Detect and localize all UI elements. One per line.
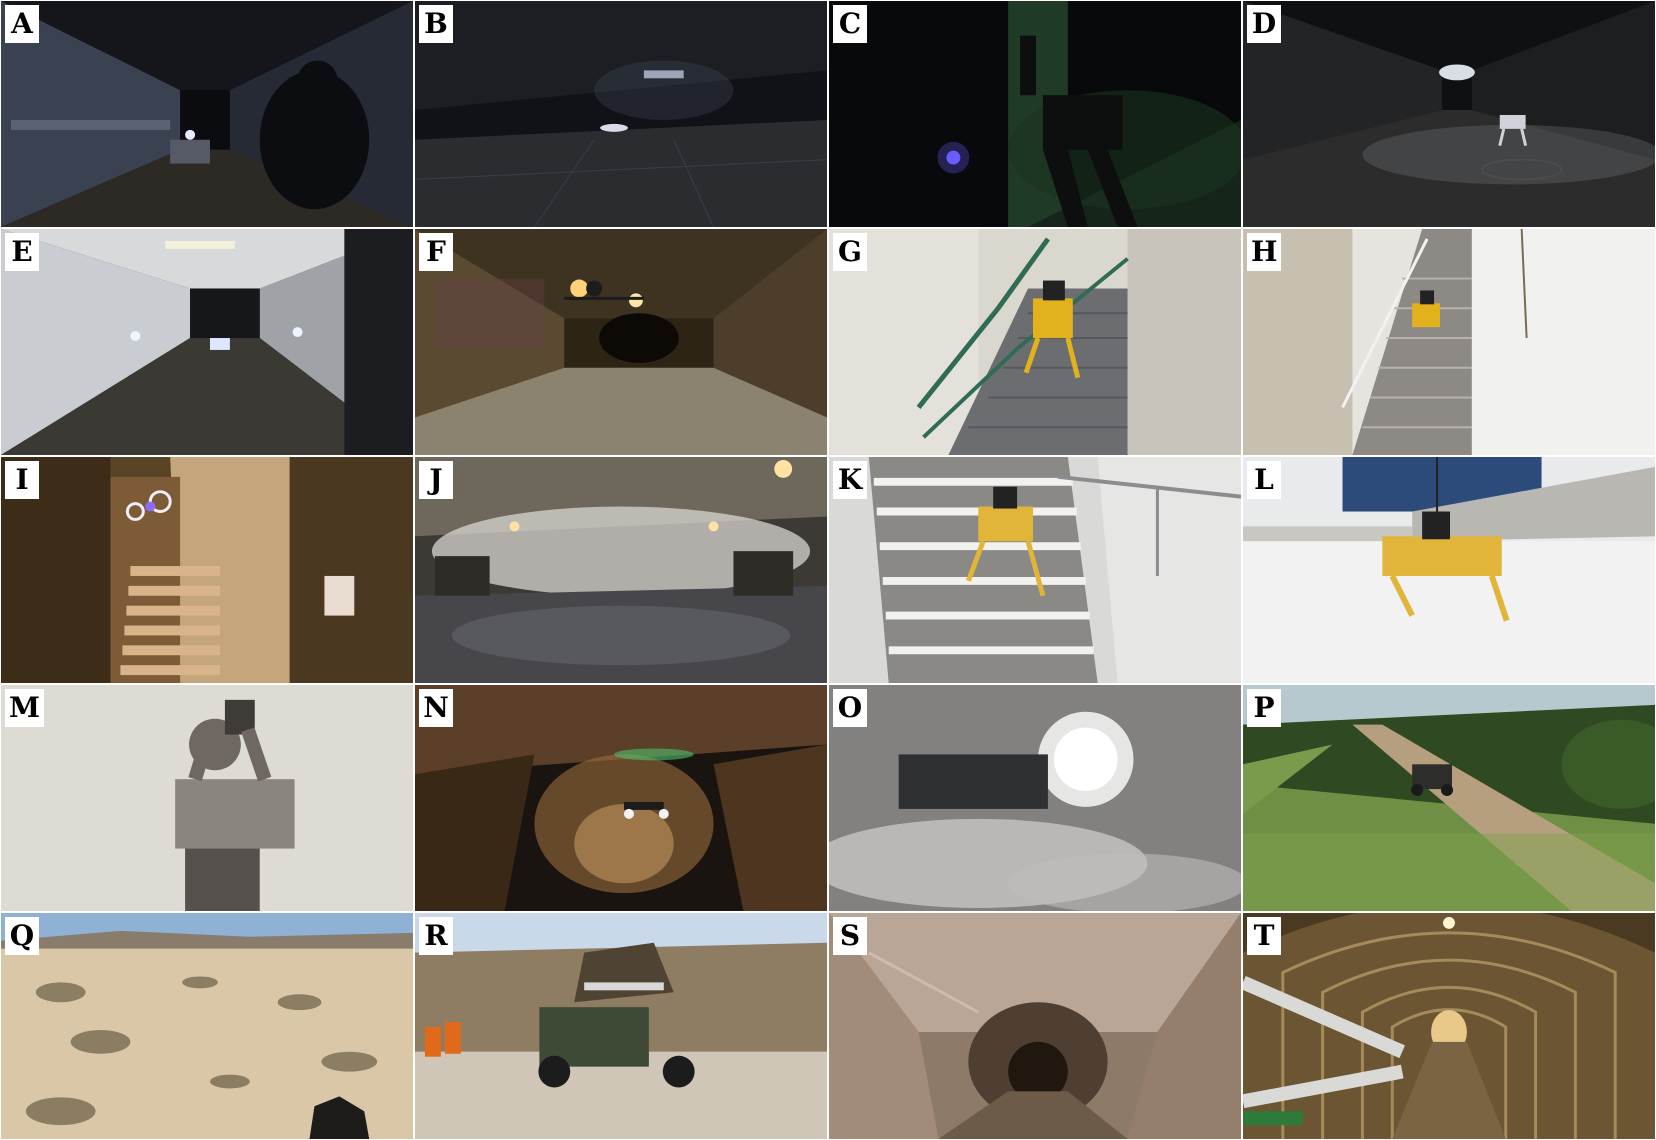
panel-label: S [833, 917, 867, 955]
panel-b: B [414, 0, 828, 228]
panel-g: G [828, 228, 1242, 456]
panel-label: R [419, 917, 453, 955]
panel-label: J [419, 461, 453, 499]
panel-label: M [5, 689, 44, 727]
panel-label: A [5, 5, 39, 43]
panel-f-image [415, 229, 827, 455]
panel-m: M [0, 684, 414, 912]
panel-t: T [1242, 912, 1656, 1140]
panel-r-image [415, 913, 827, 1139]
panel-e-image [1, 229, 413, 455]
panel-l-image [1243, 457, 1655, 683]
panel-h-image [1243, 229, 1655, 455]
panel-label: K [833, 461, 867, 499]
panel-label: F [419, 233, 453, 271]
panel-l: L [1242, 456, 1656, 684]
panel-k: K [828, 456, 1242, 684]
panel-i: I [0, 456, 414, 684]
panel-r: R [414, 912, 828, 1140]
panel-label: I [5, 461, 39, 499]
panel-label: O [833, 689, 867, 727]
panel-q: Q [0, 912, 414, 1140]
panel-label: L [1247, 461, 1281, 499]
panel-c-image [829, 1, 1241, 227]
panel-f: F [414, 228, 828, 456]
panel-o: O [828, 684, 1242, 912]
panel-label: D [1247, 5, 1281, 43]
panel-m-image [1, 685, 413, 911]
panel-d: D [1242, 0, 1656, 228]
panel-label: G [833, 233, 867, 271]
panel-a-image [1, 1, 413, 227]
panel-label: Q [5, 917, 39, 955]
panel-label: P [1247, 689, 1281, 727]
panel-label: C [833, 5, 867, 43]
panel-label: B [419, 5, 453, 43]
panel-label: E [5, 233, 39, 271]
panel-h: H [1242, 228, 1656, 456]
panel-e: E [0, 228, 414, 456]
panel-p-image [1243, 685, 1655, 911]
panel-s-image [829, 913, 1241, 1139]
panel-i-image [1, 457, 413, 683]
panel-k-image [829, 457, 1241, 683]
panel-label: N [419, 689, 453, 727]
panel-a: A [0, 0, 414, 228]
panel-s: S [828, 912, 1242, 1140]
panel-q-image [1, 913, 413, 1139]
panel-b-image [415, 1, 827, 227]
panel-j-image [415, 457, 827, 683]
panel-g-image [829, 229, 1241, 455]
panel-label: H [1247, 233, 1282, 271]
panel-d-image [1243, 1, 1655, 227]
panel-o-image [829, 685, 1241, 911]
panel-j: J [414, 456, 828, 684]
panel-t-image [1243, 913, 1655, 1139]
panel-p: P [1242, 684, 1656, 912]
panel-label: T [1247, 917, 1281, 955]
panel-n-image [415, 685, 827, 911]
panel-n: N [414, 684, 828, 912]
panel-c: C [828, 0, 1242, 228]
